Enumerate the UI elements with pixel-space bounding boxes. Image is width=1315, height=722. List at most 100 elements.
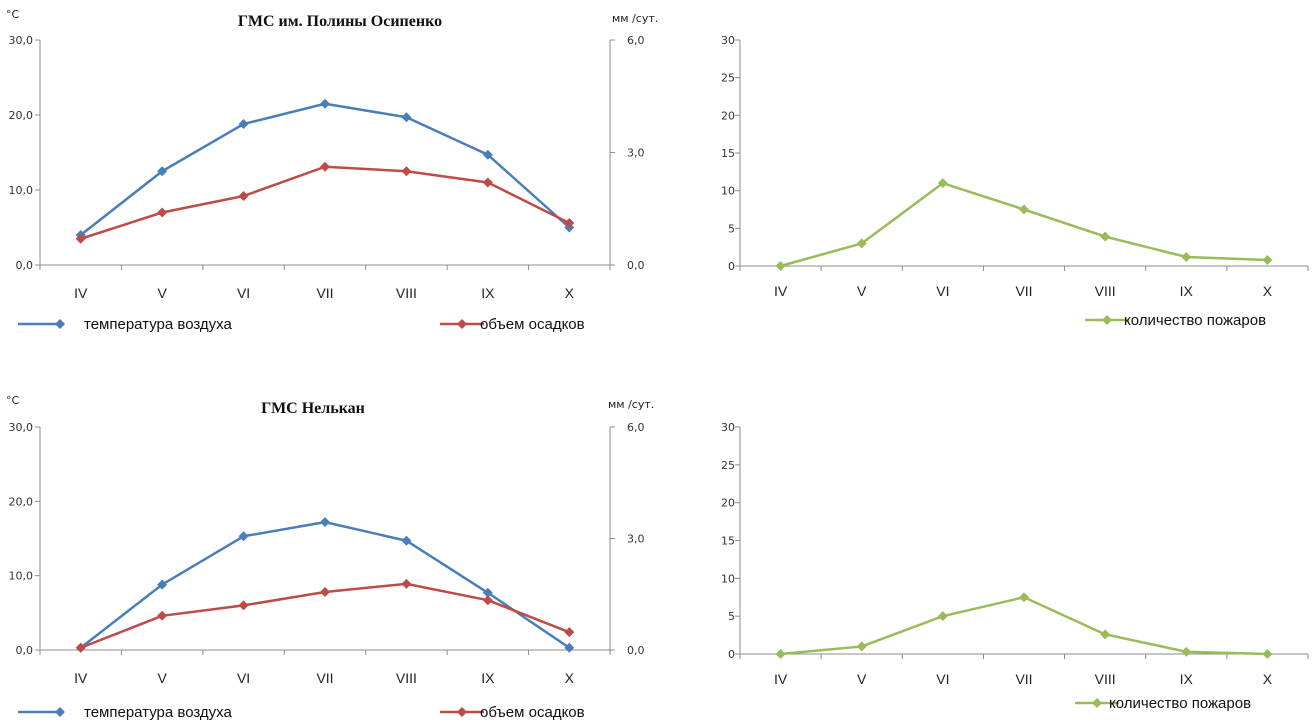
- data-point: [75, 233, 86, 244]
- x-tick-label: VIII: [396, 285, 417, 301]
- data-point: [856, 238, 867, 249]
- data-point: [937, 178, 948, 189]
- y-tick-label-left: 10,0: [9, 184, 34, 197]
- legend-marker: [1092, 698, 1102, 708]
- y-tick-label-left: 20: [721, 109, 735, 122]
- y-tick-label-left: 5: [728, 222, 735, 235]
- data-point: [482, 595, 493, 606]
- data-point: [238, 119, 249, 129]
- y-tick-label-right: 0,0: [627, 644, 645, 657]
- y-tick-label-left: 20,0: [9, 495, 34, 508]
- data-point: [937, 611, 948, 622]
- legend-label: температура воздуха: [84, 316, 233, 333]
- x-tick-label: X: [1263, 283, 1273, 299]
- x-tick-label: V: [857, 283, 867, 299]
- chart-fires-nelkan: IV V VI VII VIII IX X 0 5 10 15 20 25 30 количество по…: [721, 421, 1309, 712]
- x-tick-label: VIII: [396, 670, 417, 686]
- x-tick-label: IV: [74, 285, 88, 301]
- y-tick-label-left: 30,0: [9, 421, 34, 434]
- x-tick-label: IX: [481, 285, 495, 301]
- data-point: [775, 649, 786, 659]
- x-tick-label: V: [157, 670, 167, 686]
- series-line-0: [79, 520, 570, 649]
- x-tick-label: VI: [936, 283, 949, 299]
- y-tick-label-left: 5: [728, 610, 735, 623]
- data-point: [401, 578, 412, 589]
- x-tick-label: IV: [74, 670, 88, 686]
- y-tick-label-left: 25: [721, 72, 735, 85]
- data-point: [1100, 231, 1111, 242]
- data-point: [157, 579, 168, 590]
- x-tick-label: X: [565, 670, 575, 686]
- data-point: [320, 98, 330, 109]
- data-point: [401, 166, 412, 177]
- y-tick-label-left: 10: [721, 572, 735, 585]
- x-tick-label: VII: [1015, 671, 1032, 687]
- y-tick-label-left: 30: [721, 421, 735, 434]
- x-tick-label: VI: [237, 285, 250, 301]
- data-point: [320, 161, 330, 172]
- data-point: [1262, 649, 1273, 659]
- x-tick-label: VI: [237, 670, 250, 686]
- x-tick-label: V: [857, 671, 867, 687]
- y-tick-label-left: 0,0: [16, 259, 34, 272]
- data-point: [1181, 646, 1192, 657]
- y-tick-label-left: 0: [728, 260, 735, 273]
- legend-label: объем осадков: [480, 704, 585, 721]
- data-point: [775, 261, 786, 271]
- x-tick-label: VIII: [1095, 283, 1116, 299]
- y-tick-label-left: 15: [721, 535, 735, 548]
- chart-title: ГМС им. Полины Осипенко: [238, 13, 442, 30]
- x-tick-label: X: [565, 285, 575, 301]
- legend-marker: [457, 319, 467, 329]
- x-tick-label: IV: [774, 671, 788, 687]
- x-tick-label: VII: [1015, 283, 1032, 299]
- data-point: [564, 642, 575, 653]
- legend-label: количество пожаров: [1109, 695, 1251, 712]
- chart-temp-precip-nelkan: IV V VI VII VIII IX X 0,0 10,0 20,0 30,0 0,0 3,0 6,0 Г…: [6, 394, 654, 721]
- legend-marker: [55, 707, 65, 717]
- y-tick-label-right: 3,0: [627, 533, 645, 546]
- data-point: [320, 587, 330, 598]
- legend-label: температура воздуха: [84, 704, 233, 721]
- right-axis-unit: мм /сут.: [612, 12, 658, 25]
- x-tick-label: VIII: [1095, 671, 1116, 687]
- y-tick-label-left: 15: [721, 147, 735, 160]
- y-tick-label-left: 30: [721, 34, 735, 47]
- data-point: [320, 517, 330, 528]
- data-point: [157, 207, 168, 218]
- left-axis-unit: °С: [6, 8, 20, 21]
- data-point: [1019, 204, 1029, 215]
- legend-label: объем осадков: [480, 316, 585, 333]
- right-axis-unit: мм /сут.: [608, 398, 654, 411]
- legend-marker: [55, 319, 65, 329]
- data-point: [564, 627, 575, 638]
- y-tick-label-right: 6,0: [627, 34, 645, 47]
- data-point: [157, 610, 168, 621]
- left-axis-unit: °С: [6, 394, 20, 407]
- series-line-0: [780, 181, 1268, 268]
- data-point: [856, 641, 867, 652]
- y-tick-label-right: 6,0: [627, 421, 645, 434]
- legend-marker: [457, 707, 467, 717]
- y-tick-label-right: 3,0: [627, 147, 645, 160]
- data-point: [401, 535, 412, 546]
- y-tick-label-left: 10: [721, 185, 735, 198]
- data-point: [1262, 254, 1273, 265]
- x-tick-label: IX: [1180, 283, 1194, 299]
- data-point: [75, 642, 86, 653]
- chart-title: ГМС Нелькан: [261, 400, 365, 417]
- y-tick-label-right: 0,0: [627, 259, 645, 272]
- y-tick-label-left: 20: [721, 497, 735, 510]
- legend-label: количество пожаров: [1124, 312, 1266, 329]
- data-point: [1019, 592, 1029, 603]
- legend-marker: [1102, 315, 1112, 325]
- data-point: [1181, 251, 1192, 262]
- x-tick-label: IX: [1180, 671, 1194, 687]
- x-tick-label: VII: [316, 285, 333, 301]
- x-tick-label: IX: [481, 670, 495, 686]
- x-tick-label: IV: [774, 283, 788, 299]
- data-point: [482, 149, 493, 160]
- chart-fires-osipenko: IV V VI VII VIII IX X 0 5 10 15 20 25 30 количество по…: [721, 34, 1309, 329]
- data-point: [238, 600, 249, 611]
